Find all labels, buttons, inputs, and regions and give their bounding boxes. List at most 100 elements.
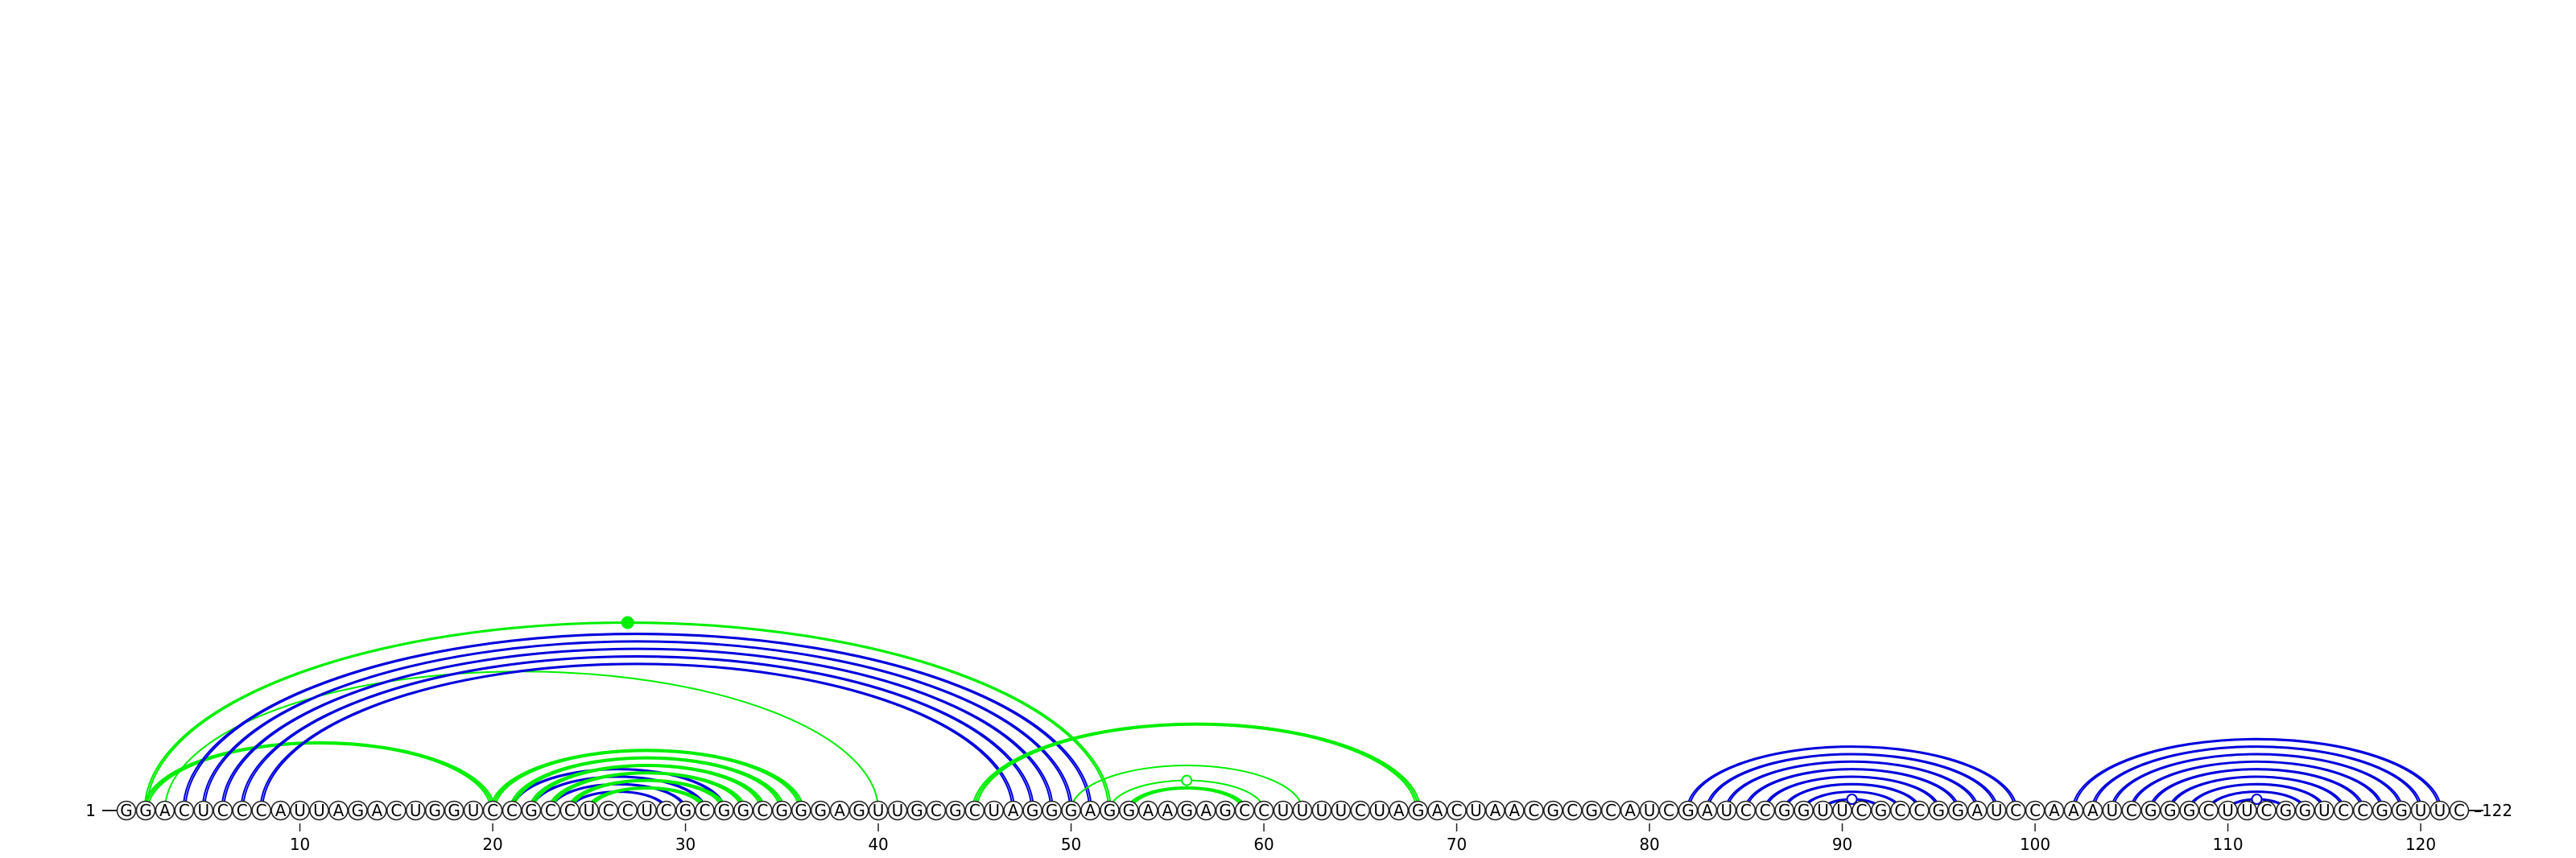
nucleotide-letter: G [949,801,962,820]
nucleotide: C [1255,801,1274,820]
nucleotide: G [136,801,155,820]
nucleotide: U [2219,801,2237,820]
nucleotide: C [213,801,232,820]
nucleotide: C [2007,801,2025,820]
nucleotide-letter: U [2434,801,2446,820]
nucleotide-letter: A [1624,801,1636,820]
nucleotide-letter: C [217,801,229,820]
nucleotide: G [1023,801,1042,820]
nucleotide-letter: C [1913,801,1925,820]
tick-label: 120 [2405,835,2436,854]
tick-label: 30 [675,835,696,854]
tick-label: 20 [482,835,502,854]
nucleotide-letter: C [256,801,267,820]
nucleotide: A [1004,801,1022,820]
nucleotide: U [1370,801,1389,820]
tick-label: 100 [2020,835,2050,854]
nucleotide-letter: G [852,801,865,820]
nucleotide-letter: G [2164,801,2177,820]
nucleotide-letter: C [2338,801,2349,820]
nucleotide-letter: U [197,801,209,820]
nucleotide: G [907,801,926,820]
nucleotide: U [310,801,328,820]
tick-label: 80 [1639,835,1659,854]
nucleotide-letter: G [428,801,441,820]
nucleotide-letter: U [1278,801,1290,820]
nucleotide-letter: C [487,801,498,820]
nucleotide-letter: G [1952,801,1965,820]
nucleotide: A [1197,801,1216,820]
nucleotide-letter: C [179,801,190,820]
nucleotide-letter: C [931,801,942,820]
nucleotide: C [387,801,406,820]
nucleotide-letter: G [1547,801,1560,820]
nucleotide: U [1274,801,1293,820]
nucleotide: C [252,801,270,820]
nucleotide: G [2373,801,2392,820]
nucleotide: C [1891,801,1909,820]
nucleotide-letter: A [1008,801,1019,820]
nucleotide: C [599,801,617,820]
nucleotide: G [1544,801,1563,820]
nucleotide-letter: C [2029,801,2041,820]
nucleotide-letter: C [1856,801,1868,820]
nucleotide: C [1660,801,1678,820]
nucleotide-letter: A [2049,801,2060,820]
nucleotide-letter: G [795,801,808,820]
nucleotide: C [560,801,579,820]
nucleotide-letter: C [2260,801,2272,820]
nucleotide: U [2431,801,2450,820]
nucleotide: G [1178,801,1196,820]
nucleotide: G [1949,801,1967,820]
nucleotide-letter: G [2145,801,2157,820]
nucleotide-letter: C [1894,801,1905,820]
nucleotide: C [1910,801,1929,820]
nucleotide-letter: C [2357,801,2368,820]
nucleotide: G [946,801,964,820]
tick-label: 50 [1061,835,1081,854]
nucleotide-letter: U [2241,801,2253,820]
nucleotide-letter: U [641,801,653,820]
nucleotide-letter: C [700,801,711,820]
nucleotide-letter: U [583,801,595,820]
nucleotide-letter: U [873,801,885,820]
nucleotide: G [426,801,444,820]
position-axis: 10 20 30 40 50 60 70 80 90 100 110 120 [290,823,2436,854]
nucleotide: G [1872,801,1890,820]
nucleotide-letter: C [1451,801,1463,820]
nucleotide-letter: G [1585,801,1598,820]
nucleotide: U [2315,801,2334,820]
nucleotide-letter: C [1605,801,1616,820]
nucleotide-letter: G [2376,801,2388,820]
nucleotide: G [1678,801,1697,820]
nucleotide: U [1717,801,1736,820]
nucleotide-letter: C [603,801,614,820]
nucleotide-letter: G [1798,801,1810,820]
nucleotide: C [753,801,772,820]
nucleotide: G [2141,801,2160,820]
nucleotide: C [1525,801,1543,820]
tick-label: 110 [2212,835,2243,854]
nucleotide: C [2334,801,2353,820]
nucleotide-letter: U [1316,801,1328,820]
nucleotide-letter: C [390,801,402,820]
nucleotide: A [1486,801,1505,820]
nucleotide-letter: G [1104,801,1117,820]
nucleotide: G [850,801,869,820]
nucleotide: U [194,801,213,820]
nucleotide-letter: U [313,801,325,820]
nucleotide: C [541,801,559,820]
nucleotide-letter: C [622,801,634,820]
nucleotide-letter: A [1702,801,1713,820]
nucleotide-letter: G [1065,801,1078,820]
nucleotide-letter: U [1297,801,1309,820]
nucleotide-letter: U [1721,801,1733,820]
nucleotide: C [2199,801,2218,820]
nucleotide: G [1409,801,1427,820]
nucleotide: C [503,801,522,820]
nucleotide: C [965,801,984,820]
nucleotide: A [155,801,174,820]
nucleotide: G [715,801,733,820]
nucleotide: A [1968,801,1987,820]
